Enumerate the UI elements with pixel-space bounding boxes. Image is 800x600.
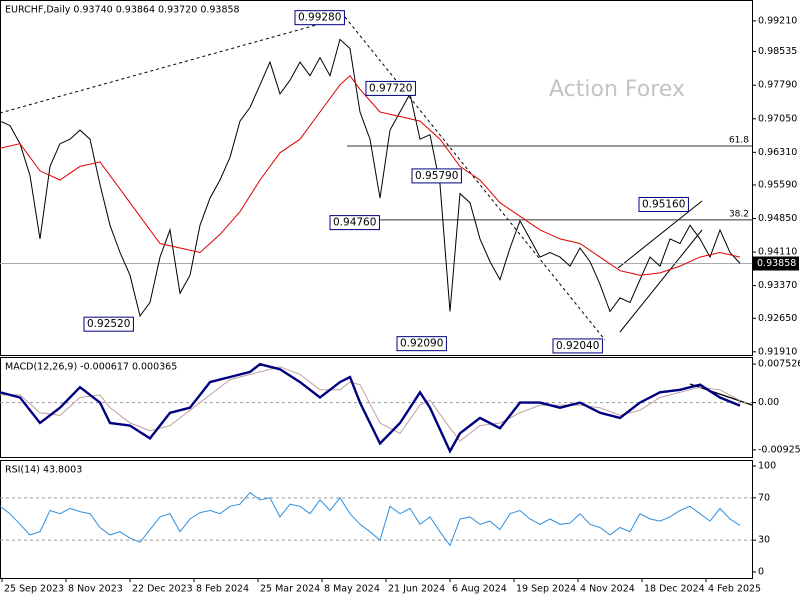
x-tick-label: 8 May 2024 [324,584,380,595]
y-tick-label: 100 [758,461,776,472]
y-tick-label: -0.009252 [758,444,800,455]
price-annotation: 0.94760 [333,217,376,229]
x-tick-label: 8 Nov 2023 [68,584,123,595]
channel-line [619,229,703,333]
price-annotation: 0.95160 [642,198,685,210]
price-annotation-box [83,316,134,332]
watermark: Action Forex [549,77,685,102]
x-tick-label: 21 Jun 2024 [388,584,445,595]
y-tick-label: 0.98535 [758,46,797,57]
price-annotation-box [329,215,380,231]
y-tick-label: 0.92650 [758,313,797,324]
x-tick-label: 19 Sep 2024 [516,584,576,595]
channel-line [617,200,703,269]
series-line [0,491,741,547]
panel-title: RSI(14) 43.8003 [5,465,82,476]
panel-frame [0,0,753,356]
price-annotation-box [638,196,689,212]
panel-frame [0,357,753,458]
last-price-box [753,256,799,271]
price-annotation: 0.95790 [415,170,458,182]
last-price-label: 0.93858 [757,258,796,269]
y-tick-label: 0 [758,566,764,577]
series-line [0,38,741,318]
series-line [0,366,741,442]
y-tick-label: 0.00 [758,397,779,408]
price-annotation-box [552,338,603,354]
x-tick-label: 6 Aug 2024 [452,584,507,595]
x-tick-label: 25 Sep 2023 [4,584,64,595]
price-annotation-box [396,336,447,352]
y-tick-label: 0.94850 [758,213,797,224]
fib-label: 38.2 [729,209,749,219]
x-tick-label: 25 Mar 2024 [260,584,320,595]
y-tick-label: 0.007526 [758,359,800,370]
price-annotation-box [365,80,416,96]
price-annotation-box [411,168,462,184]
panel-title: MACD(12,26,9) -0.000617 0.000365 [5,362,177,373]
x-tick-label: 22 Dec 2023 [132,584,193,595]
y-tick-label: 0.97050 [758,113,797,124]
series-line [0,362,741,454]
x-tick-label: 4 Nov 2024 [580,584,635,595]
y-tick-label: 70 [758,492,770,503]
price-annotation: 0.92040 [556,340,599,352]
y-tick-label: 0.99210 [758,15,797,26]
y-tick-label: 0.93370 [758,280,797,291]
price-annotation: 0.97720 [369,82,412,94]
y-tick-label: 0.95590 [758,179,797,190]
x-tick-label: 18 Dec 2024 [644,584,705,595]
y-tick-label: 0.91910 [758,346,797,357]
y-tick-label: 0.94110 [758,247,797,258]
fib-label: 61.8 [729,135,749,145]
price-annotation: 0.92520 [87,318,130,330]
y-tick-label: 0.97790 [758,80,797,91]
y-tick-label: 0.96310 [758,147,797,158]
series-line [0,74,741,276]
price-annotation: 0.99280 [298,12,341,24]
panel-frame [0,460,753,579]
price-annotation: 0.92090 [400,338,443,350]
x-tick-label: 4 Feb 2025 [708,584,761,595]
x-tick-label: 8 Feb 2024 [196,584,249,595]
panel-title: EURCHF,Daily 0.93740 0.93864 0.93720 0.9… [5,5,240,16]
price-annotation-box [294,10,345,26]
y-tick-label: 30 [758,535,770,546]
